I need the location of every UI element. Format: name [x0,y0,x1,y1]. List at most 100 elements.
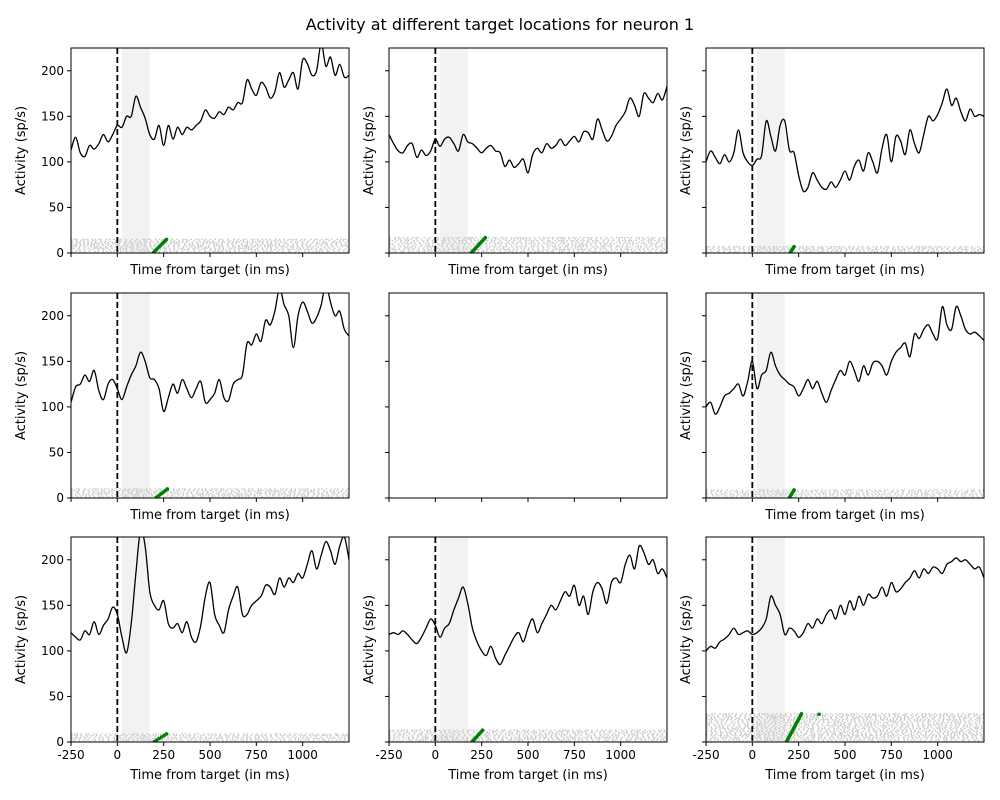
spike-raster [389,729,667,742]
saccade-point [480,728,485,733]
saccade-point [792,488,796,492]
saccade-markers [152,732,169,742]
x-tick-label: 500 [517,748,540,762]
saccade-markers [784,712,821,742]
analysis-window-shade [121,293,150,498]
saccade-markers [151,237,169,253]
subplot-r1c2: Time from target (in ms) Activity (sp/s) [679,292,985,523]
axes-frame [705,536,985,743]
axes-frame [388,536,668,743]
ticks: 0 50 100 150 200 [41,309,304,505]
x-tick-label: 500 [199,748,222,762]
psth-line [389,544,667,666]
x-tick-label: 0 [432,748,440,762]
saccade-point [799,712,804,716]
saccade-markers [788,244,796,253]
saccade-markers [154,487,170,498]
plot-area [389,48,667,253]
x-axis-label: Time from target (in ms) [764,768,925,783]
saccade-markers [470,728,485,742]
saccade-point [817,712,821,717]
x-tick-label: 250 [152,748,175,762]
psth-line [706,557,984,652]
psth-line [71,48,349,158]
ticks: -250 0 250 500 750 1000 [375,559,636,762]
y-axis-label: Activity (sp/s) [14,106,29,195]
saccade-point [792,244,796,249]
ticks: -250 0 250 500 750 1000 [692,559,953,762]
ticks [702,315,939,502]
x-axis-label: Time from target (in ms) [447,263,608,278]
spike-raster [71,488,349,498]
y-tick-label: 150 [41,354,64,368]
ticks: 0 50 100 150 200 [41,64,304,260]
x-axis-label: Time from target (in ms) [129,768,290,783]
y-tick-label: 50 [49,689,64,703]
y-axis-label: Activity (sp/s) [679,106,694,195]
psth-line [706,88,984,193]
subplot-r1c0: 0 50 100 150 200 Time from target (in ms) Acti… [14,292,350,523]
subplot-r1c1 [385,292,668,502]
plot-area [706,293,984,498]
x-tick-label: 250 [787,748,810,762]
analysis-window-shade [756,48,785,253]
x-axis-label: Time from target (in ms) [129,508,290,523]
y-tick-label: 0 [56,246,64,260]
axes-frame [705,47,985,254]
spike-raster [389,236,667,253]
x-tick-label: 750 [563,748,586,762]
plot-area [71,293,349,498]
y-axis-label: Activity (sp/s) [679,351,694,440]
spike-raster [706,246,984,253]
x-axis-label: Time from target (in ms) [447,768,608,783]
saccade-point [483,235,488,240]
y-tick-label: 150 [41,109,64,123]
axes-frame [70,536,350,743]
y-tick-label: 0 [56,491,64,505]
x-tick-label: 1000 [287,748,318,762]
x-tick-label: 750 [880,748,903,762]
x-tick-label: 1000 [922,748,953,762]
x-axis-label: Time from target (in ms) [129,263,290,278]
y-tick-label: 200 [41,64,64,78]
saccade-point [165,487,170,491]
spike-raster [706,713,984,742]
axes-frame [388,292,668,499]
x-tick-label: -250 [692,748,719,762]
axes-frame [70,292,350,499]
saccade-markers [469,235,488,253]
psth-line [389,86,667,174]
subplot-r0c1: Time from target (in ms) Activity (sp/s) [362,47,668,278]
ticks [385,70,622,257]
saccade-point [164,237,169,242]
subplot-grid: 0 50 100 150 200 Time from target (in ms) Acti… [14,47,985,783]
ticks [385,315,622,502]
saccade-markers [787,488,796,498]
x-tick-label: -250 [57,748,84,762]
x-axis-label: Time from target (in ms) [764,263,925,278]
psth-line [706,305,984,415]
y-tick-label: 50 [49,200,64,214]
x-tick-label: -250 [375,748,402,762]
plot-area [706,48,984,253]
y-tick-label: 0 [56,735,64,749]
x-tick-label: 500 [834,748,857,762]
y-axis-label: Activity (sp/s) [14,351,29,440]
figure-title: Activity at different target locations f… [306,15,694,34]
plot-area [706,537,984,742]
y-tick-label: 200 [41,553,64,567]
ticks [702,70,939,257]
x-tick-label: 1000 [605,748,636,762]
y-axis-label: Activity (sp/s) [14,595,29,684]
analysis-window-shade [439,537,468,742]
x-tick-label: 0 [114,748,122,762]
analysis-window-shade [439,48,468,253]
analysis-window-shade [756,293,785,498]
y-axis-label: Activity (sp/s) [679,595,694,684]
analysis-window-shade [121,48,150,253]
spike-raster [71,238,349,253]
x-axis-label: Time from target (in ms) [764,508,925,523]
y-tick-label: 200 [41,309,64,323]
